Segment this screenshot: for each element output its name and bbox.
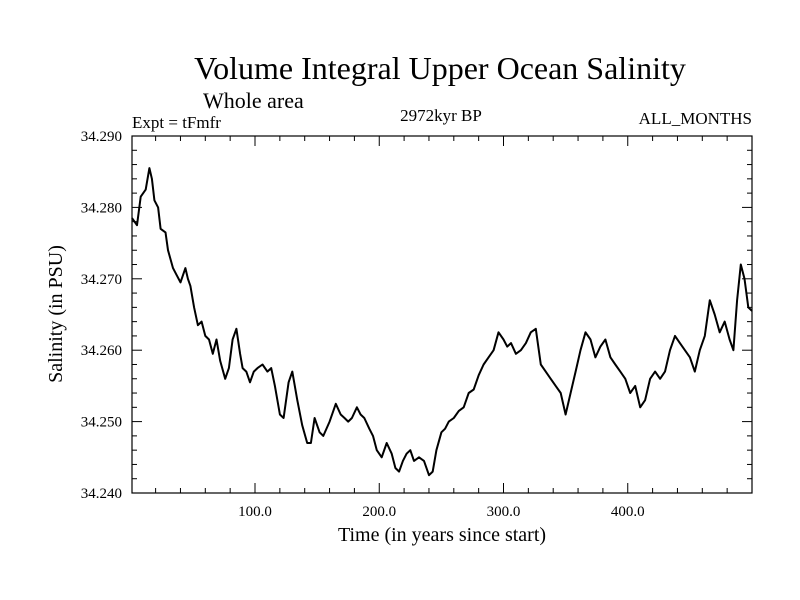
period-label: 2972kyr BP [400, 106, 482, 125]
y-axis-label: Salinity (in PSU) [45, 245, 67, 383]
y-tick-label: 34.280 [81, 200, 122, 216]
experiment-label: Expt = tFmfr [132, 113, 221, 132]
y-tick-label: 34.290 [81, 129, 122, 145]
x-tick-label: 400.0 [611, 504, 645, 520]
x-axis-tick-labels: 100.0 200.0 300.0 400.0 [238, 504, 644, 520]
months-label: ALL_MONTHS [639, 109, 752, 128]
y-tick-label: 34.240 [81, 486, 122, 502]
plot-frame [131, 135, 753, 494]
y-tick-label: 34.270 [81, 272, 122, 288]
y-axis-ticks [132, 135, 752, 494]
x-tick-label: 100.0 [238, 504, 272, 520]
salinity-series-line [131, 167, 753, 477]
x-axis-ticks [155, 136, 728, 493]
y-axis-tick-labels: 34.240 34.250 34.260 34.270 34.280 34.290 [81, 129, 122, 502]
chart-subtitle: Whole area [203, 88, 304, 113]
x-tick-label: 200.0 [362, 504, 396, 520]
y-tick-label: 34.260 [81, 343, 122, 359]
chart-title: Volume Integral Upper Ocean Salinity [194, 50, 686, 86]
y-tick-label: 34.250 [81, 415, 122, 431]
x-tick-label: 300.0 [487, 504, 521, 520]
x-axis-label: Time (in years since start) [338, 524, 546, 546]
